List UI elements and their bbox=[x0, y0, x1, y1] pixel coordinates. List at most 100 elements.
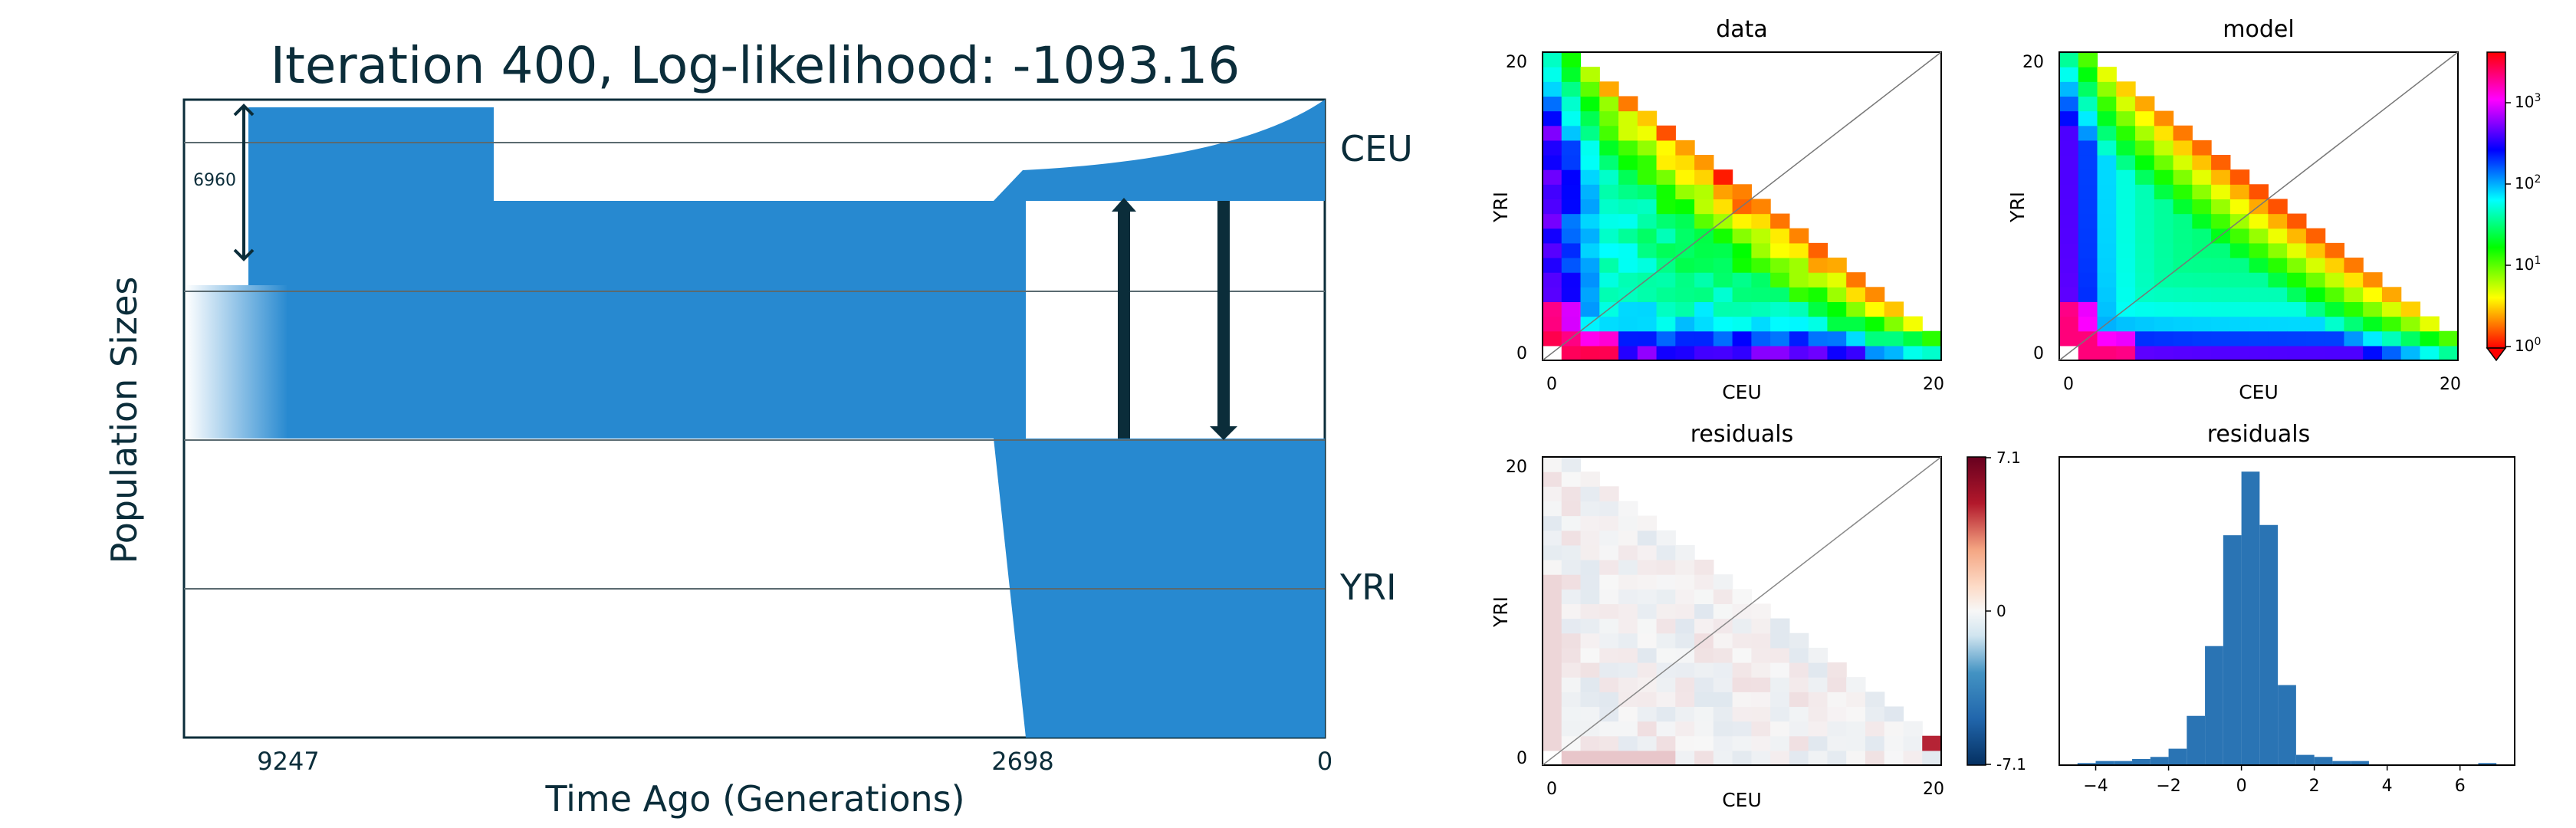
hm-data-cells-cell bbox=[1694, 199, 1714, 215]
hm-data-cells-cell bbox=[1846, 316, 1866, 332]
hm-model-cells-cell bbox=[2097, 287, 2117, 303]
hm-model-cells-cell bbox=[2078, 52, 2098, 67]
hm-model-cells-cell bbox=[2097, 67, 2117, 82]
hm-resid-cells-cell bbox=[1770, 750, 1790, 766]
hm-resid-cells-cell bbox=[1637, 692, 1658, 708]
hm-model-cells-cell bbox=[2173, 125, 2193, 141]
hm-resid-cells-cell bbox=[1732, 706, 1752, 722]
hm-model-cells-cell bbox=[2173, 345, 2193, 361]
hm-data-cells-cell bbox=[1789, 330, 1809, 347]
hm-data-cells-cell bbox=[1618, 228, 1638, 244]
hm-model-cells-cell bbox=[2211, 258, 2231, 273]
hm-model-cells-cell bbox=[2097, 184, 2117, 200]
hm-data-cells-cell bbox=[1713, 228, 1733, 244]
hm-data-cells-cell bbox=[1561, 81, 1582, 97]
hm-model-cells-cell bbox=[2268, 242, 2288, 258]
hm-resid-cells-cell bbox=[1846, 706, 1866, 722]
hm-resid-cells-cell bbox=[1751, 706, 1771, 722]
hm-model-cells-cell bbox=[2268, 330, 2288, 347]
hm-resid-cells-cell bbox=[1713, 750, 1733, 766]
hm-data-cells-cell bbox=[1580, 184, 1600, 200]
hm-resid-cells-cell bbox=[1827, 662, 1847, 678]
hm-data-cells-cell bbox=[1618, 330, 1638, 347]
hm-resid-cells-cell bbox=[1561, 706, 1582, 722]
hm-model-cells-cell bbox=[2305, 228, 2326, 244]
hm-data-cells-cell bbox=[1789, 242, 1809, 258]
hm-resid-cells-cell bbox=[1808, 750, 1829, 766]
hm-model-cells-cell bbox=[2135, 184, 2155, 200]
hm-resid-cells-cell bbox=[1543, 647, 1562, 663]
hm-data-cells-cell bbox=[1675, 345, 1695, 361]
histogram-bar bbox=[2278, 685, 2296, 765]
demographic-model-panel: Iteration 400, Log-likelihood: -1093.16 … bbox=[104, 36, 1413, 820]
hm-model-cells-cell bbox=[2154, 199, 2174, 215]
hm-data-cells-cell bbox=[1543, 272, 1562, 288]
hm-model-cells-cell bbox=[2439, 345, 2459, 361]
hm-data-cells-cell bbox=[1561, 228, 1582, 244]
histogram-x-tick-label: 0 bbox=[2236, 777, 2247, 796]
hm-resid-cells-cell bbox=[1751, 735, 1771, 751]
hm-resid-cells-cell bbox=[1694, 603, 1714, 619]
hm-resid-cells-cell bbox=[1637, 750, 1658, 766]
hm-model-cells-cell bbox=[2229, 287, 2250, 303]
hm-model-cells-cell bbox=[2097, 169, 2117, 185]
hm-data-cells-cell bbox=[1637, 140, 1658, 156]
hm-resid-cells-cell bbox=[1751, 647, 1771, 663]
hm-data-cells-cell bbox=[1543, 155, 1562, 170]
hm-data-cells-cell bbox=[1694, 287, 1714, 303]
hm-resid-cells-cell bbox=[1561, 574, 1582, 590]
hm-data-cells-cell bbox=[1543, 287, 1562, 303]
x-tick-2698: 2698 bbox=[991, 747, 1053, 776]
hm-resid-cells-cell bbox=[1884, 750, 1904, 766]
hm-model-cells-cell bbox=[2078, 301, 2098, 317]
colorbar-residuals-tick-min: -7.1 bbox=[1996, 755, 2026, 774]
hm-resid-cells-cell bbox=[1808, 706, 1829, 722]
hm-data-cells-cell bbox=[1865, 345, 1885, 361]
hm-resid-cells-cell bbox=[1543, 589, 1562, 605]
hm-resid-cells-cell bbox=[1599, 530, 1619, 546]
hm-data-cells-cell bbox=[1846, 345, 1866, 361]
histogram-title: residuals bbox=[2207, 421, 2311, 448]
hm-resid-cells-cell bbox=[1637, 603, 1658, 619]
hm-data-cells-cell bbox=[1713, 199, 1733, 215]
heatmap-residuals-title: residuals bbox=[1691, 421, 1794, 448]
hm-model-cells-cell bbox=[2211, 301, 2231, 317]
hm-resid-cells-cell bbox=[1599, 589, 1619, 605]
hm-resid-cells-cell bbox=[1675, 662, 1695, 678]
hm-data-cells-cell bbox=[1637, 110, 1658, 127]
hm-resid-cells-cell bbox=[1580, 544, 1600, 560]
hm-resid-cells-cell bbox=[1656, 706, 1676, 722]
hm-resid-cells-cell bbox=[1770, 706, 1790, 722]
hm-resid-cells-cell bbox=[1770, 735, 1790, 751]
hm-data-cells-cell bbox=[1846, 301, 1866, 317]
colorbar-log-tick-3: 103 bbox=[2515, 92, 2541, 111]
hm-model-cells-cell bbox=[2287, 345, 2307, 361]
hm-data-cells-cell bbox=[1789, 272, 1809, 288]
hm-model-cells-cell bbox=[2173, 301, 2193, 317]
hm-model-cells-cell bbox=[2097, 301, 2117, 317]
hm-data-cells-cell bbox=[1599, 184, 1619, 200]
hm-resid-cells-cell bbox=[1694, 574, 1714, 590]
hm-resid-cells-cell bbox=[1618, 721, 1638, 737]
hm-model-cells-cell bbox=[2135, 96, 2155, 112]
hm-model-cells-cell bbox=[2400, 330, 2421, 347]
hm-resid-cells-cell bbox=[1865, 706, 1885, 722]
population-label-ceu: CEU bbox=[1340, 128, 1413, 169]
histogram-x-ticks: −4 −2 0 2 4 6 bbox=[2083, 765, 2466, 796]
hm-model-cells-cell bbox=[2249, 228, 2269, 244]
hm-resid-cells-cell bbox=[1846, 721, 1866, 737]
hm-model-cells-cell bbox=[2192, 272, 2212, 288]
hm-model-cells-cell bbox=[2381, 345, 2402, 361]
hm-resid-cells-cell bbox=[1599, 662, 1619, 678]
hm-data-cells-cell bbox=[1827, 316, 1847, 332]
hm-model-cells-cell bbox=[2249, 242, 2269, 258]
hm-model-cells-cell bbox=[2249, 287, 2269, 303]
hm-model-cells-cell bbox=[2116, 258, 2136, 273]
heatmap-data-ytick-20: 20 bbox=[1506, 53, 1527, 72]
hm-model-cells-cell bbox=[2173, 184, 2193, 200]
hm-resid-cells-cell bbox=[1618, 662, 1638, 678]
hm-resid-cells-cell bbox=[1751, 721, 1771, 737]
hm-data-cells-cell bbox=[1580, 199, 1600, 215]
hm-data-cells-cell bbox=[1751, 213, 1771, 229]
